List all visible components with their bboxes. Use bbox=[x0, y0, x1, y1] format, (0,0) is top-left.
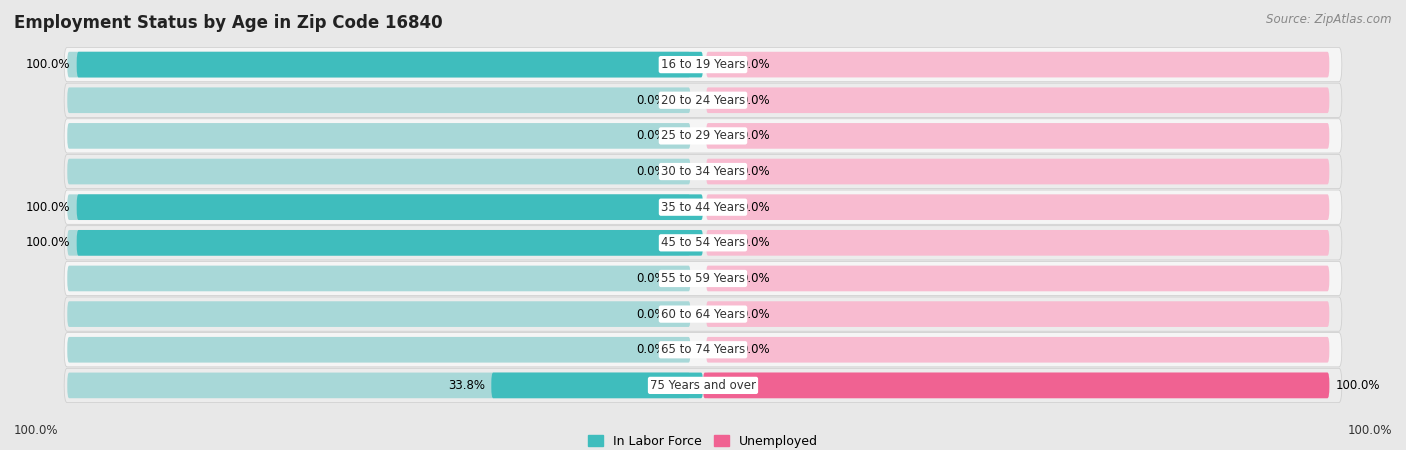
Text: 100.0%: 100.0% bbox=[1336, 379, 1381, 392]
Text: 45 to 54 Years: 45 to 54 Years bbox=[661, 236, 745, 249]
Text: 0.0%: 0.0% bbox=[636, 272, 665, 285]
Text: 0.0%: 0.0% bbox=[741, 201, 770, 214]
Text: 0.0%: 0.0% bbox=[741, 343, 770, 356]
FancyBboxPatch shape bbox=[491, 373, 703, 398]
Text: 25 to 29 Years: 25 to 29 Years bbox=[661, 130, 745, 142]
FancyBboxPatch shape bbox=[67, 159, 690, 184]
FancyBboxPatch shape bbox=[67, 52, 690, 77]
Text: 20 to 24 Years: 20 to 24 Years bbox=[661, 94, 745, 107]
Text: 0.0%: 0.0% bbox=[636, 343, 665, 356]
FancyBboxPatch shape bbox=[706, 266, 1329, 291]
FancyBboxPatch shape bbox=[706, 52, 1329, 77]
Text: 0.0%: 0.0% bbox=[741, 94, 770, 107]
Text: 33.8%: 33.8% bbox=[449, 379, 485, 392]
Text: 16 to 19 Years: 16 to 19 Years bbox=[661, 58, 745, 71]
Text: 0.0%: 0.0% bbox=[741, 308, 770, 320]
FancyBboxPatch shape bbox=[706, 87, 1329, 113]
Text: 65 to 74 Years: 65 to 74 Years bbox=[661, 343, 745, 356]
FancyBboxPatch shape bbox=[703, 373, 1329, 398]
Text: 60 to 64 Years: 60 to 64 Years bbox=[661, 308, 745, 320]
FancyBboxPatch shape bbox=[67, 302, 690, 327]
FancyBboxPatch shape bbox=[65, 333, 1341, 367]
FancyBboxPatch shape bbox=[77, 52, 703, 77]
Text: 0.0%: 0.0% bbox=[636, 165, 665, 178]
FancyBboxPatch shape bbox=[65, 119, 1341, 153]
Text: 100.0%: 100.0% bbox=[25, 58, 70, 71]
FancyBboxPatch shape bbox=[65, 190, 1341, 224]
Text: 0.0%: 0.0% bbox=[741, 165, 770, 178]
FancyBboxPatch shape bbox=[65, 368, 1341, 402]
Text: 0.0%: 0.0% bbox=[636, 94, 665, 107]
Text: 100.0%: 100.0% bbox=[1347, 423, 1392, 436]
FancyBboxPatch shape bbox=[67, 123, 690, 148]
FancyBboxPatch shape bbox=[67, 194, 690, 220]
FancyBboxPatch shape bbox=[65, 226, 1341, 260]
Text: 55 to 59 Years: 55 to 59 Years bbox=[661, 272, 745, 285]
Text: 30 to 34 Years: 30 to 34 Years bbox=[661, 165, 745, 178]
FancyBboxPatch shape bbox=[67, 230, 690, 256]
FancyBboxPatch shape bbox=[706, 337, 1329, 363]
Text: Employment Status by Age in Zip Code 16840: Employment Status by Age in Zip Code 168… bbox=[14, 14, 443, 32]
Text: 0.0%: 0.0% bbox=[741, 130, 770, 142]
Text: 100.0%: 100.0% bbox=[25, 201, 70, 214]
FancyBboxPatch shape bbox=[65, 261, 1341, 296]
Legend: In Labor Force, Unemployed: In Labor Force, Unemployed bbox=[583, 430, 823, 450]
FancyBboxPatch shape bbox=[65, 83, 1341, 117]
FancyBboxPatch shape bbox=[67, 373, 690, 398]
FancyBboxPatch shape bbox=[67, 266, 690, 291]
FancyBboxPatch shape bbox=[77, 194, 703, 220]
Text: 0.0%: 0.0% bbox=[741, 58, 770, 71]
FancyBboxPatch shape bbox=[65, 48, 1341, 82]
Text: 0.0%: 0.0% bbox=[741, 236, 770, 249]
Text: Source: ZipAtlas.com: Source: ZipAtlas.com bbox=[1267, 14, 1392, 27]
Text: 75 Years and over: 75 Years and over bbox=[650, 379, 756, 392]
FancyBboxPatch shape bbox=[706, 373, 1329, 398]
Text: 0.0%: 0.0% bbox=[741, 272, 770, 285]
Text: 100.0%: 100.0% bbox=[14, 423, 59, 436]
FancyBboxPatch shape bbox=[67, 337, 690, 363]
Text: 0.0%: 0.0% bbox=[636, 130, 665, 142]
FancyBboxPatch shape bbox=[67, 87, 690, 113]
FancyBboxPatch shape bbox=[65, 154, 1341, 189]
FancyBboxPatch shape bbox=[706, 194, 1329, 220]
FancyBboxPatch shape bbox=[77, 230, 703, 256]
Text: 100.0%: 100.0% bbox=[25, 236, 70, 249]
FancyBboxPatch shape bbox=[706, 123, 1329, 148]
Text: 0.0%: 0.0% bbox=[636, 308, 665, 320]
FancyBboxPatch shape bbox=[706, 302, 1329, 327]
FancyBboxPatch shape bbox=[706, 230, 1329, 256]
FancyBboxPatch shape bbox=[706, 159, 1329, 184]
Text: 35 to 44 Years: 35 to 44 Years bbox=[661, 201, 745, 214]
FancyBboxPatch shape bbox=[65, 297, 1341, 331]
